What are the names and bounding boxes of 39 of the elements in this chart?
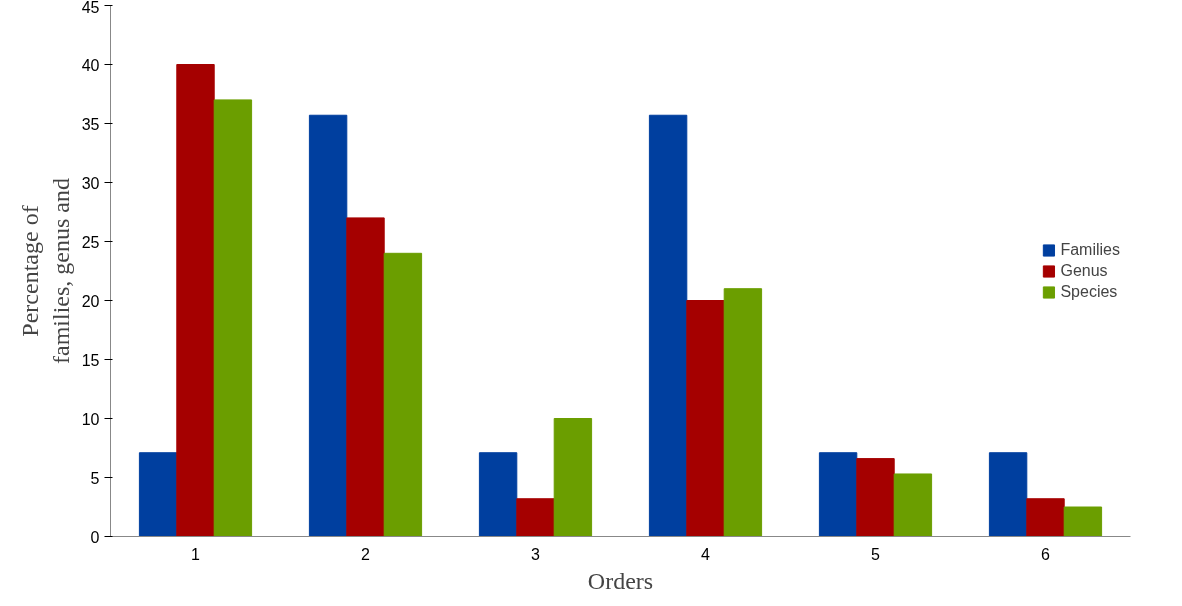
bar: [346, 217, 385, 537]
bar: [516, 498, 555, 537]
x-tick-label: 1: [191, 545, 201, 563]
x-tick-label: 2: [361, 545, 371, 563]
y-tick-label: 25: [81, 233, 100, 251]
bar: [308, 114, 348, 537]
bar: [723, 288, 763, 537]
y-tick-label: 0: [90, 528, 100, 546]
bar: [856, 458, 895, 537]
bar: [176, 64, 215, 537]
y-tick-label: 45: [81, 0, 100, 16]
legend-label: Genus: [1060, 261, 1108, 280]
bar: [383, 252, 423, 537]
legend-label: Families: [1060, 240, 1120, 259]
y-tick-label: 40: [81, 56, 100, 74]
bar: [818, 452, 858, 537]
y-axis-title: Percentage of families, genus and: [16, 178, 74, 364]
y-tick-label: 10: [81, 410, 100, 428]
y-tick-label: 35: [81, 115, 100, 133]
bar: [213, 99, 253, 537]
x-tick-label: 3: [531, 545, 541, 563]
x-tick-label: 6: [1041, 545, 1051, 563]
bar: [1026, 498, 1065, 537]
y-tick-label: 30: [81, 174, 100, 192]
x-axis-title: Orders: [587, 567, 654, 594]
bar: [686, 300, 725, 537]
x-tick-label: 4: [701, 545, 711, 563]
bar: [553, 418, 593, 537]
bar: [478, 452, 518, 537]
bar: [893, 473, 933, 537]
y-tick-label: 15: [81, 351, 100, 369]
bar: [1063, 506, 1103, 537]
legend-label: Species: [1060, 282, 1118, 301]
y-tick-label: 20: [81, 292, 100, 310]
y-tick-label: 5: [90, 469, 100, 487]
bar: [138, 452, 178, 537]
x-tick-label: 5: [871, 545, 881, 563]
bar: [988, 452, 1028, 537]
bar: [648, 114, 688, 537]
